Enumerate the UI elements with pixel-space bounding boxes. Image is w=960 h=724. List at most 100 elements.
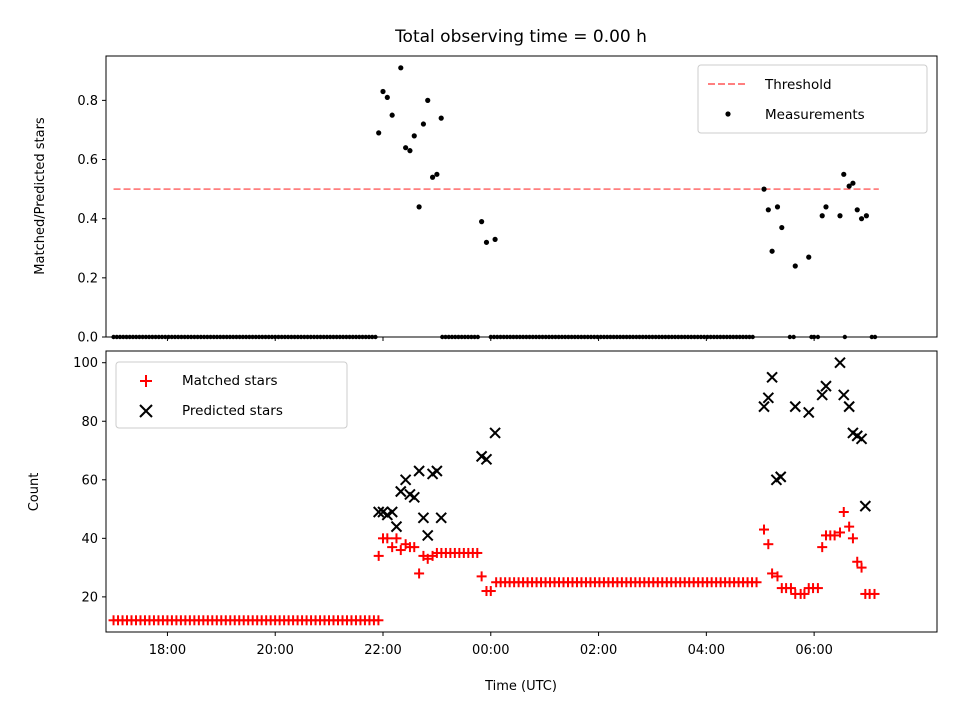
measurement-point-zero [566, 334, 571, 340]
measurement-point-zero [659, 334, 665, 340]
measurement-point-zero [582, 334, 587, 340]
measurement-point-zero [698, 334, 704, 340]
bottom-y-axis-label: Count [27, 473, 42, 512]
measurement-point-zero [137, 334, 142, 340]
measurement-point-zero [208, 334, 213, 340]
measurement-point-zero [685, 334, 691, 340]
measurement-point [854, 207, 860, 213]
measurement-point-zero [198, 334, 204, 340]
measurement-point-zero [169, 334, 174, 340]
measurement-point-zero [787, 334, 793, 340]
measurement-point-zero [705, 334, 710, 340]
predicted-star-marker [395, 485, 407, 498]
measurement-point-zero [456, 334, 461, 340]
top-legend: Threshold Measurements [697, 64, 928, 134]
measurement-point-zero [630, 334, 636, 340]
measurement-point-zero [146, 334, 152, 340]
measurement-point-zero [334, 334, 339, 340]
predicted-star-marker [775, 471, 787, 483]
measurement-point-zero [117, 334, 123, 340]
measurement-point-zero [159, 334, 165, 340]
predicted-star-marker [859, 500, 872, 512]
measurement-point [389, 112, 395, 118]
measurement-point-zero [727, 334, 733, 340]
measurement-point-zero [214, 334, 220, 340]
measurement-point-zero [695, 334, 700, 340]
measurement-point [416, 204, 422, 210]
measurement-point-zero [724, 334, 730, 340]
measurement-point-zero [869, 334, 874, 340]
measurement-point-zero [488, 334, 493, 340]
measurement-point-zero [475, 334, 481, 340]
measurement-point-zero [150, 334, 155, 340]
predicted-star-marker [408, 491, 420, 504]
x-tick-label: 22:00 [364, 643, 401, 658]
measurement-point-zero [344, 334, 349, 340]
measurement-point-zero [176, 334, 181, 340]
measurement-point-zero [588, 334, 594, 340]
predicted-star-marker [386, 506, 398, 518]
measurement-point-zero [533, 334, 539, 340]
predicted-star-marker [390, 520, 403, 533]
measurement-point [407, 148, 413, 154]
measurement-point-zero [614, 334, 620, 340]
bottom-y-tick-label: 100 [73, 356, 98, 371]
measurement-point-zero [617, 334, 623, 340]
measurement-point-zero [553, 334, 558, 340]
measurement-point-zero [331, 334, 336, 340]
measurement-point-zero [462, 334, 468, 340]
measurement-point-zero [750, 334, 755, 340]
measurement-point-zero [221, 334, 226, 340]
predicted-star-marker [803, 406, 815, 419]
predicted-star-marker [838, 389, 850, 401]
top-y-axis-label: Matched/Predicted stars [33, 117, 48, 275]
measurement-point-zero [718, 334, 723, 340]
measurement-point [841, 171, 847, 177]
measurement-point-zero [227, 334, 233, 340]
top-panel: 0.0 0.2 0.4 0.6 0.8 [77, 55, 938, 346]
predicted-star-marker [399, 474, 412, 486]
measurement-point-zero [604, 334, 610, 340]
matched-star-marker [812, 583, 823, 594]
matched-star-marker [472, 547, 483, 558]
measurement-point-zero [543, 334, 548, 340]
predicted-star-marker [834, 357, 846, 369]
measurement-point-zero [643, 334, 649, 340]
predicted-star-marker [766, 371, 778, 384]
predicted-star-marker [435, 512, 447, 524]
measurement-point-zero [133, 334, 139, 340]
measurement-point-zero [357, 334, 362, 340]
matched-star-marker [409, 542, 420, 553]
measurement-point-zero [791, 334, 796, 340]
measurement-point-zero [546, 334, 552, 340]
measurement-point-zero [734, 334, 739, 340]
legend-threshold-label: Threshold [764, 77, 832, 93]
predicted-star-marker [820, 380, 832, 392]
measurement-point-zero [282, 334, 288, 340]
matched-star-marker [391, 533, 402, 544]
measurement-point [765, 207, 771, 213]
bottom-legend: Matched stars Predicted stars [115, 361, 348, 429]
predicted-star-marker [417, 512, 430, 524]
predicted-star-marker [372, 506, 385, 518]
predicted-star-marker [489, 427, 501, 439]
chart-title: Total observing time = 0.00 h [394, 27, 647, 47]
measurement-point [837, 213, 843, 219]
matched-star-marker [759, 524, 770, 535]
measurement-point-zero [195, 334, 200, 340]
measurement-point-zero [504, 334, 510, 340]
measurement-point-zero [373, 334, 378, 340]
measurement-point-zero [370, 334, 375, 340]
measurement-point [823, 204, 829, 210]
measurement-point-zero [731, 334, 736, 340]
bottom-y-tick-label: 40 [81, 532, 98, 547]
measurement-point-zero [256, 334, 262, 340]
measurement-point-zero [350, 334, 356, 340]
measurement-point-zero [240, 334, 246, 340]
measurement-point [403, 145, 409, 151]
measurement-point-zero [562, 334, 568, 340]
measurement-point-zero [737, 334, 742, 340]
measurement-point-zero [517, 334, 523, 340]
measurement-point-zero [669, 334, 675, 340]
